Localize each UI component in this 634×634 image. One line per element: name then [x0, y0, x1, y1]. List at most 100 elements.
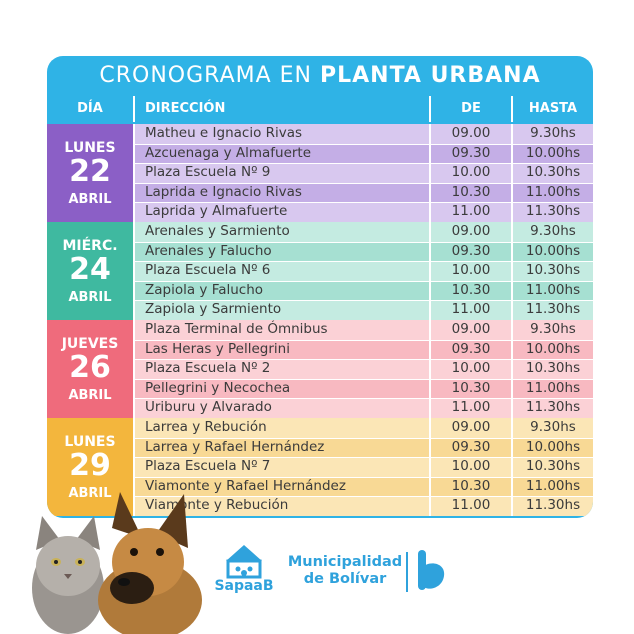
start-time-cell: 10.00	[429, 163, 511, 183]
table-row: Las Heras y Pellegrini 09.30 10.00hs	[133, 339, 593, 360]
table-row: Viamonte y Rafael Hernández 10.30 11.00hs	[133, 476, 593, 497]
start-time-cell: 10.30	[429, 378, 511, 399]
row-divider	[133, 300, 593, 302]
address-cell: Plaza Escuela Nº 2	[133, 359, 429, 379]
end-time-cell: 9.30hs	[511, 124, 593, 144]
address-cell: Las Heras y Pellegrini	[133, 339, 429, 360]
day-box: JUEVES 26 ABRIL	[47, 320, 133, 418]
row-divider	[133, 496, 593, 498]
pets-illustration	[32, 492, 202, 634]
day-group: LUNES 22 ABRIL Matheu e Ignacio Rivas 09.00 9…	[47, 124, 593, 222]
address-cell: Arenales y Falucho	[133, 241, 429, 262]
table-row: Zapiola y Falucho 10.30 11.00hs	[133, 280, 593, 301]
row-divider	[133, 437, 593, 439]
table-row: Matheu e Ignacio Rivas 09.00 9.30hs	[133, 124, 593, 144]
day-number: 29	[69, 448, 111, 483]
header-direccion: DIRECCIÓN	[133, 96, 429, 122]
day-month: ABRIL	[68, 290, 112, 305]
start-time-cell: 10.00	[429, 457, 511, 477]
address-cell: Arenales y Sarmiento	[133, 222, 429, 242]
day-group: JUEVES 26 ABRIL Plaza Terminal de Ómnibus 09…	[47, 320, 593, 418]
day-month: ABRIL	[68, 486, 112, 501]
municipalidad-logo-text: Municipalidad de Bolívar	[285, 554, 405, 588]
row-divider	[133, 163, 593, 165]
start-time-cell: 09.30	[429, 339, 511, 360]
table-row: Pellegrini y Necochea 10.30 11.00hs	[133, 378, 593, 399]
end-time-cell: 11.00hs	[511, 280, 593, 301]
table-row: Arenales y Sarmiento 09.00 9.30hs	[133, 222, 593, 242]
start-time-cell: 10.30	[429, 182, 511, 203]
table-row: Laprida e Ignacio Rivas 10.30 11.00hs	[133, 182, 593, 203]
end-time-cell: 11.00hs	[511, 378, 593, 399]
address-cell: Pellegrini y Necochea	[133, 378, 429, 399]
start-time-cell: 09.30	[429, 143, 511, 164]
start-time-cell: 10.00	[429, 359, 511, 379]
row-divider	[133, 398, 593, 400]
end-time-cell: 9.30hs	[511, 418, 593, 438]
end-time-cell: 10.30hs	[511, 457, 593, 477]
table-row: Zapiola y Sarmiento 11.00 11.30hs	[133, 300, 593, 320]
footer-divider	[406, 552, 408, 592]
end-time-cell: 11.00hs	[511, 182, 593, 203]
day-name: JUEVES	[61, 336, 119, 352]
address-cell: Azcuenaga y Almafuerte	[133, 143, 429, 164]
end-time-cell: 11.30hs	[511, 202, 593, 222]
address-cell: Plaza Terminal de Ómnibus	[133, 320, 429, 340]
row-divider	[133, 202, 593, 204]
row-divider	[133, 241, 593, 243]
table-row: Plaza Escuela Nº 7 10.00 10.30hs	[133, 457, 593, 477]
row-divider	[133, 476, 593, 478]
day-name: LUNES	[64, 434, 116, 450]
header-de: DE	[429, 96, 511, 122]
start-time-cell: 10.30	[429, 476, 511, 497]
header-hasta: HASTA	[511, 96, 593, 122]
table-row: Plaza Escuela Nº 6 10.00 10.30hs	[133, 261, 593, 281]
table-row: Arenales y Falucho 09.30 10.00hs	[133, 241, 593, 262]
day-box: LUNES 22 ABRIL	[47, 124, 133, 222]
end-time-cell: 9.30hs	[511, 320, 593, 340]
address-cell: Larrea y Rebución	[133, 418, 429, 438]
day-group: MIÉRC. 24 ABRIL Arenales y Sarmiento 09.00 9.…	[47, 222, 593, 320]
title-bold: PLANTA URBANA	[320, 63, 541, 88]
start-time-cell: 09.00	[429, 320, 511, 340]
row-divider	[133, 280, 593, 282]
address-cell: Plaza Escuela Nº 6	[133, 261, 429, 281]
end-time-cell: 10.30hs	[511, 163, 593, 183]
bolivar-b-logo	[418, 550, 445, 590]
sapaab-label: SapaaB	[214, 578, 274, 594]
day-month: ABRIL	[68, 192, 112, 207]
address-cell: Matheu e Ignacio Rivas	[133, 124, 429, 144]
start-time-cell: 09.30	[429, 437, 511, 458]
address-cell: Plaza Escuela Nº 9	[133, 163, 429, 183]
sapaab-logo	[226, 545, 262, 579]
table-row: Plaza Terminal de Ómnibus 09.00 9.30hs	[133, 320, 593, 340]
address-cell: Larrea y Rafael Hernández	[133, 437, 429, 458]
day-month: ABRIL	[68, 388, 112, 403]
start-time-cell: 11.00	[429, 202, 511, 222]
end-time-cell: 11.00hs	[511, 476, 593, 497]
end-time-cell: 10.00hs	[511, 143, 593, 164]
end-time-cell: 11.30hs	[511, 398, 593, 418]
address-cell: Laprida e Ignacio Rivas	[133, 182, 429, 203]
end-time-cell: 10.30hs	[511, 261, 593, 281]
end-time-cell: 10.00hs	[511, 339, 593, 360]
day-number: 26	[69, 350, 111, 385]
row-divider	[133, 182, 593, 184]
end-time-cell: 10.00hs	[511, 241, 593, 262]
end-time-cell: 10.30hs	[511, 359, 593, 379]
start-time-cell: 11.00	[429, 398, 511, 418]
start-time-cell: 11.00	[429, 300, 511, 320]
day-number: 24	[69, 252, 111, 287]
start-time-cell: 10.00	[429, 261, 511, 281]
title-regular: CRONOGRAMA EN	[99, 63, 320, 88]
page-title: CRONOGRAMA EN PLANTA URBANA	[47, 56, 593, 96]
start-time-cell: 10.30	[429, 280, 511, 301]
start-time-cell: 09.00	[429, 222, 511, 242]
day-group: LUNES 29 ABRIL Larrea y Rebución 09.00 9.30hs…	[47, 418, 593, 516]
row-divider	[133, 339, 593, 341]
header-dia: DÍA	[47, 96, 133, 122]
row-divider	[133, 261, 593, 263]
end-time-cell: 10.00hs	[511, 437, 593, 458]
day-box: MIÉRC. 24 ABRIL	[47, 222, 133, 320]
address-cell: Plaza Escuela Nº 7	[133, 457, 429, 477]
